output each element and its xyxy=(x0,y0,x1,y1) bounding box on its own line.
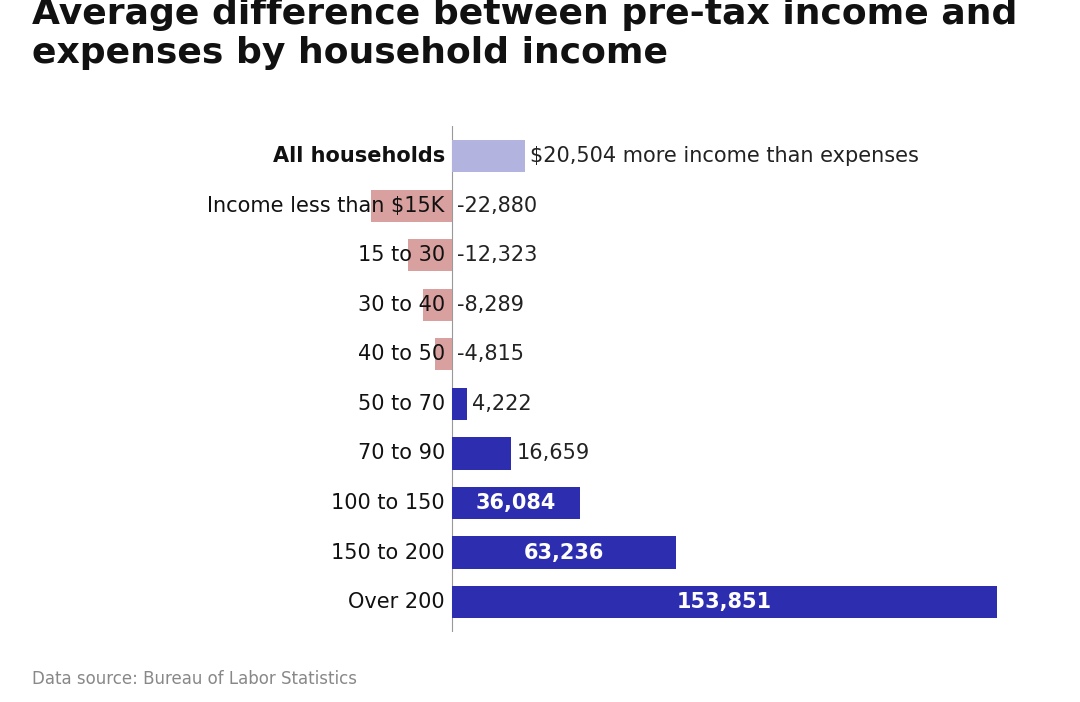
Text: -8,289: -8,289 xyxy=(457,295,524,314)
Bar xyxy=(435,338,451,371)
Text: 15 to 30: 15 to 30 xyxy=(357,245,445,265)
Text: 150 to 200: 150 to 200 xyxy=(332,543,445,562)
Bar xyxy=(451,586,998,618)
Text: 4,222: 4,222 xyxy=(472,394,531,414)
Text: $20,504 more income than expenses: $20,504 more income than expenses xyxy=(530,146,919,166)
Text: 100 to 150: 100 to 150 xyxy=(332,493,445,513)
Text: 30 to 40: 30 to 40 xyxy=(357,295,445,314)
Text: Data source: Bureau of Labor Statistics: Data source: Bureau of Labor Statistics xyxy=(32,670,357,688)
Bar xyxy=(422,289,451,321)
Text: 16,659: 16,659 xyxy=(516,444,590,463)
Bar xyxy=(451,437,511,470)
Text: Income less than $15K: Income less than $15K xyxy=(207,196,445,216)
Bar xyxy=(451,487,580,519)
Bar xyxy=(451,536,676,569)
Text: 36,084: 36,084 xyxy=(476,493,556,513)
Text: Average difference between pre-tax income and
expenses by household income: Average difference between pre-tax incom… xyxy=(32,0,1017,70)
Text: 153,851: 153,851 xyxy=(677,592,772,612)
Text: Over 200: Over 200 xyxy=(348,592,445,612)
Text: All households: All households xyxy=(272,146,445,166)
Text: -22,880: -22,880 xyxy=(457,196,538,216)
Text: 70 to 90: 70 to 90 xyxy=(357,444,445,463)
Text: -4,815: -4,815 xyxy=(457,344,524,364)
Text: -12,323: -12,323 xyxy=(457,245,538,265)
Text: 40 to 50: 40 to 50 xyxy=(357,344,445,364)
Bar xyxy=(451,388,467,420)
Bar xyxy=(451,140,525,172)
Bar xyxy=(370,190,451,222)
Text: 63,236: 63,236 xyxy=(524,543,604,562)
Bar xyxy=(408,239,451,271)
Text: 50 to 70: 50 to 70 xyxy=(357,394,445,414)
